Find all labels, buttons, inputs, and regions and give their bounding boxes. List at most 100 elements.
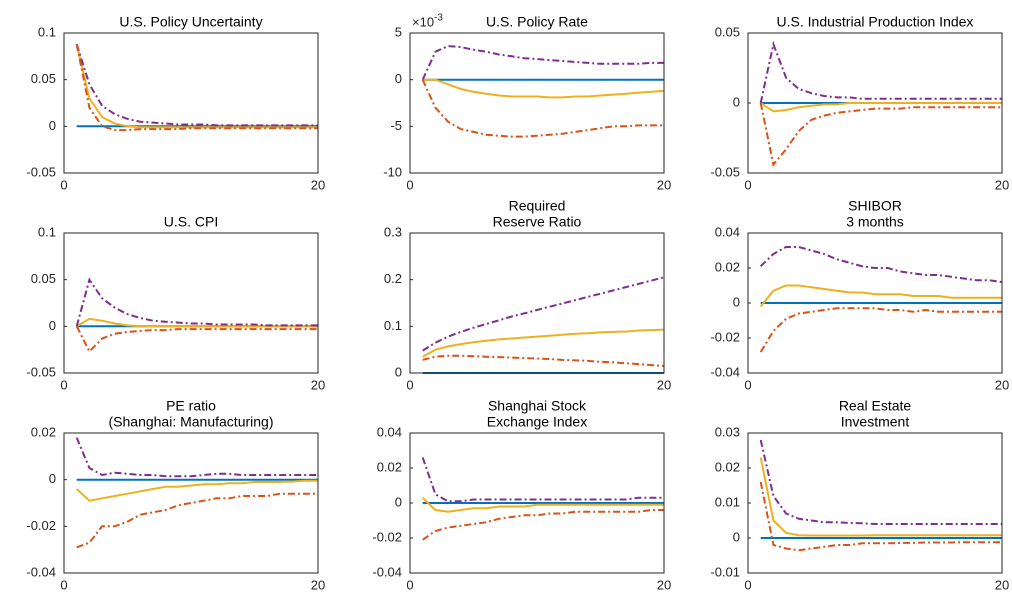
y-tick-label: 0	[733, 529, 740, 544]
y-tick-label: -5	[390, 118, 402, 133]
chart-title: Shanghai Stock	[488, 398, 587, 414]
x-tick-label: 20	[311, 377, 325, 392]
y-tick-label: 0.05	[31, 71, 56, 86]
y-tick-label: 5	[395, 24, 402, 39]
series-line	[75, 437, 318, 478]
x-tick-label: 20	[995, 377, 1009, 392]
y-tick-label: 0.2	[384, 271, 402, 286]
plot-frame	[747, 32, 1003, 174]
y-tick-label: 0	[49, 318, 56, 333]
y-tick-label: -0.05	[26, 164, 56, 179]
series-line	[421, 457, 664, 503]
y-tick-label: 0	[395, 71, 402, 86]
x-tick-label: 0	[406, 577, 413, 592]
x-tick-label: 0	[60, 377, 67, 392]
y-tick-label: -0.04	[372, 564, 402, 579]
y-multiplier-exponent: -3	[434, 13, 443, 24]
y-tick-label: -10	[383, 164, 402, 179]
y-tick-label: 0	[733, 294, 740, 309]
y-tick-label: 0	[733, 94, 740, 109]
plot-frame	[409, 32, 665, 174]
plot-frame	[747, 432, 1003, 574]
series-line	[422, 276, 665, 352]
series-line	[76, 492, 318, 549]
x-tick-label: 20	[657, 177, 671, 192]
series-line	[421, 79, 664, 138]
x-tick-label: 20	[311, 577, 325, 592]
chart-title: U.S. Industrial Production Index	[777, 14, 974, 30]
x-tick-label: 20	[657, 377, 671, 392]
x-tick-label: 20	[995, 577, 1009, 592]
series-line	[76, 317, 318, 328]
x-tick-label: 20	[311, 177, 325, 192]
series-line	[421, 45, 664, 81]
plot-frame	[63, 232, 319, 374]
y-tick-label: 0.02	[377, 459, 402, 474]
y-tick-label: 0.05	[31, 271, 56, 286]
series-line	[759, 284, 1002, 308]
y-tick-label: 0	[49, 471, 56, 486]
plot-frame	[747, 232, 1003, 374]
x-tick-label: 0	[406, 177, 413, 192]
chart-title: Investment	[841, 414, 910, 430]
y-tick-label: 0.01	[715, 494, 740, 509]
series-line	[760, 246, 1003, 283]
plot-frame	[409, 232, 665, 374]
series-line	[75, 43, 318, 129]
chart-title: U.S. Policy Rate	[486, 14, 588, 30]
plot-frame	[409, 432, 665, 574]
series-line	[76, 479, 318, 502]
y-tick-label: -0.02	[372, 529, 402, 544]
chart-title: Real Estate	[839, 398, 912, 414]
x-tick-label: 0	[744, 377, 751, 392]
series-line	[422, 78, 665, 99]
chart-title: U.S. CPI	[164, 214, 218, 230]
y-tick-label: -0.05	[710, 164, 740, 179]
y-tick-label: 0.04	[715, 224, 740, 239]
chart-title: SHIBOR	[848, 198, 902, 214]
y-tick-label: 0.1	[384, 318, 402, 333]
plot-frame	[63, 432, 319, 574]
series-line	[75, 325, 318, 354]
y-tick-label: -0.04	[710, 364, 740, 379]
y-tick-label: -0.01	[710, 564, 740, 579]
series-line	[759, 481, 1002, 552]
series-line	[422, 497, 664, 513]
series-line	[75, 43, 318, 127]
chart-title: (Shanghai: Manufacturing)	[109, 414, 274, 430]
y-tick-label: -0.05	[26, 364, 56, 379]
series-line	[759, 439, 1002, 525]
series-line	[75, 44, 318, 132]
x-tick-label: 0	[406, 377, 413, 392]
y-tick-label: 0.02	[31, 424, 56, 439]
y-tick-label: 0.02	[715, 459, 740, 474]
chart-title: U.S. Policy Uncertainty	[119, 14, 262, 30]
y-tick-label: 0.1	[38, 224, 56, 239]
y-tick-label: 0.1	[38, 24, 56, 39]
series-line	[422, 354, 665, 367]
y-tick-label: 0.05	[715, 24, 740, 39]
y-tick-label: 0	[395, 494, 402, 509]
chart-title: 3 months	[846, 214, 904, 230]
x-tick-label: 0	[60, 177, 67, 192]
series-line	[759, 457, 1002, 537]
x-tick-label: 0	[60, 577, 67, 592]
chart-title: PE ratio	[166, 398, 216, 414]
series-line	[759, 40, 1002, 104]
chart-title: Exchange Index	[487, 414, 587, 430]
y-tick-label: 0	[395, 364, 402, 379]
y-tick-label: 0	[49, 118, 56, 133]
y-tick-label: 0.04	[377, 424, 402, 439]
y-tick-label: -0.04	[26, 564, 56, 579]
y-tick-label: 0.03	[715, 424, 740, 439]
y-tick-label: 0.3	[384, 224, 402, 239]
y-tick-label: 0.02	[715, 259, 740, 274]
plot-frame	[63, 32, 319, 174]
series-line	[75, 277, 318, 327]
y-tick-label: -0.02	[710, 329, 740, 344]
x-tick-label: 20	[995, 177, 1009, 192]
series-line	[759, 307, 1002, 353]
series-line	[422, 509, 664, 541]
x-tick-label: 0	[744, 177, 751, 192]
